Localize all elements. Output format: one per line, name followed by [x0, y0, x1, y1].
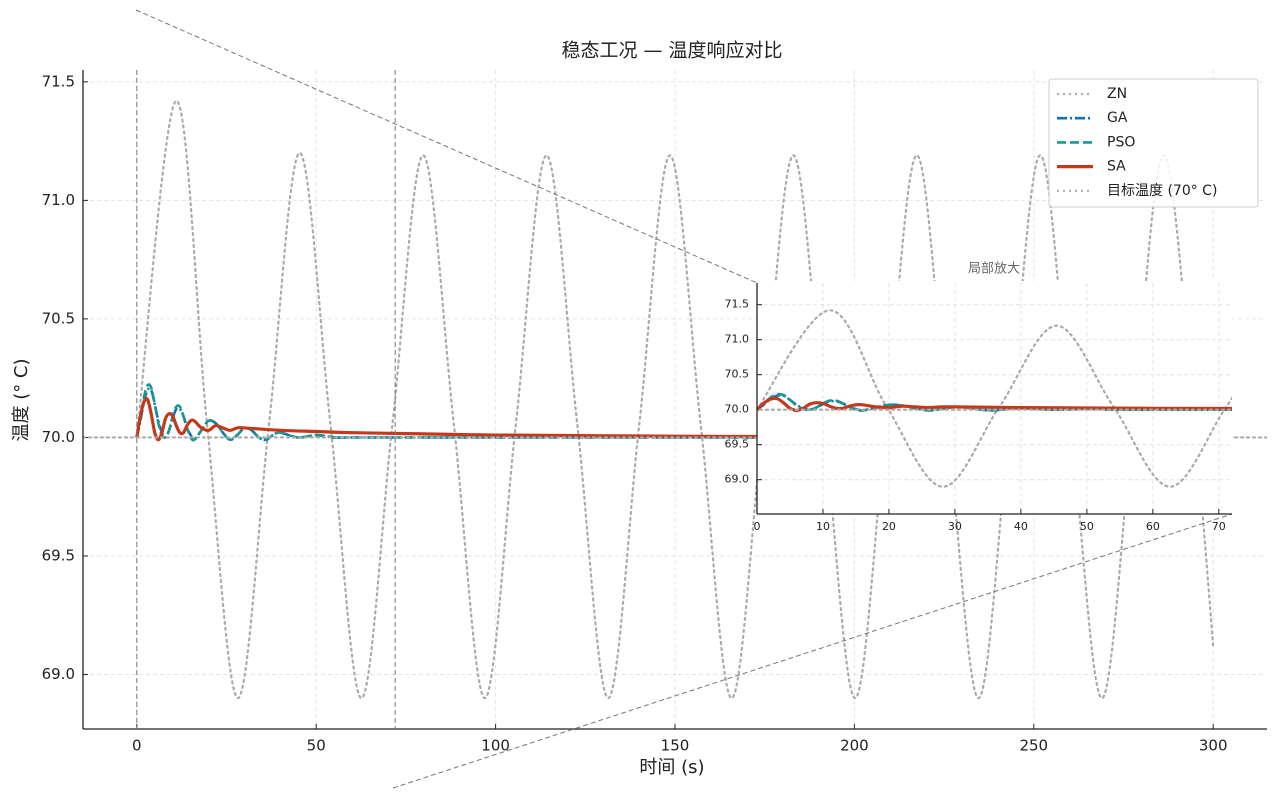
y-tick-label: 70.0: [42, 428, 75, 446]
x-tick-label: 0: [754, 520, 761, 533]
inset-title: 局部放大: [968, 262, 1020, 277]
x-tick-label: 200: [840, 737, 869, 755]
x-tick-label: 20: [882, 520, 896, 533]
x-tick-label: 50: [1080, 520, 1094, 533]
y-tick-label: 70.5: [42, 309, 75, 327]
x-tick-label: 30: [948, 520, 962, 533]
legend: ZN GA PSO SA 目标温度 (70° C): [1048, 78, 1259, 208]
x-tick-label: 60: [1146, 520, 1160, 533]
y-tick-label: 70.0: [725, 403, 750, 416]
y-axis-label: 温度 (° C): [11, 358, 32, 441]
legend-label: ZN: [1107, 86, 1127, 102]
inset-connector: [135, 9, 758, 284]
inset-background: [757, 281, 1232, 514]
y-tick-label: 71.5: [725, 298, 750, 311]
y-tick-label: 70.5: [725, 368, 750, 381]
x-tick-label: 150: [661, 737, 690, 755]
plot-lines: [757, 309, 1232, 488]
inset-axes: 0 10 20 30 40 50 60 70 69.0 69.5 70.0 70.5 71.0 71.5 局…: [725, 262, 1232, 533]
legend-label: SA: [1107, 159, 1126, 175]
x-tick-label: 300: [1199, 737, 1228, 755]
series-line: [757, 392, 1232, 412]
series-line: [135, 397, 1214, 442]
chart-title: 稳态工况 — 温度响应对比: [561, 40, 782, 62]
x-tick-label: 40: [1014, 520, 1028, 533]
x-tick-label: 0: [132, 737, 142, 755]
y-tick-label: 69.0: [42, 665, 75, 683]
x-tick-label: 50: [307, 737, 326, 755]
legend-label: PSO: [1107, 134, 1135, 150]
x-axis-label: 时间 (s): [639, 757, 704, 778]
x-tick-label: 100: [481, 737, 510, 755]
series-line: [135, 99, 1215, 700]
legend-label: 目标温度 (70° C): [1107, 183, 1217, 199]
y-tick-label: 69.5: [725, 438, 750, 451]
legend-label: GA: [1107, 110, 1128, 126]
y-tick-label: 69.5: [42, 546, 75, 564]
y-tick-label: 69.0: [725, 473, 750, 486]
y-tick-label: 71.0: [725, 333, 750, 346]
legend-box: [1048, 78, 1259, 208]
x-tick-label: 70: [1212, 520, 1226, 533]
y-tick-label: 71.5: [42, 72, 75, 90]
x-tick-label: 10: [816, 520, 830, 533]
x-tick-label: 250: [1019, 737, 1048, 755]
inset-connector: [392, 513, 1233, 789]
y-tick-label: 71.0: [42, 191, 75, 209]
